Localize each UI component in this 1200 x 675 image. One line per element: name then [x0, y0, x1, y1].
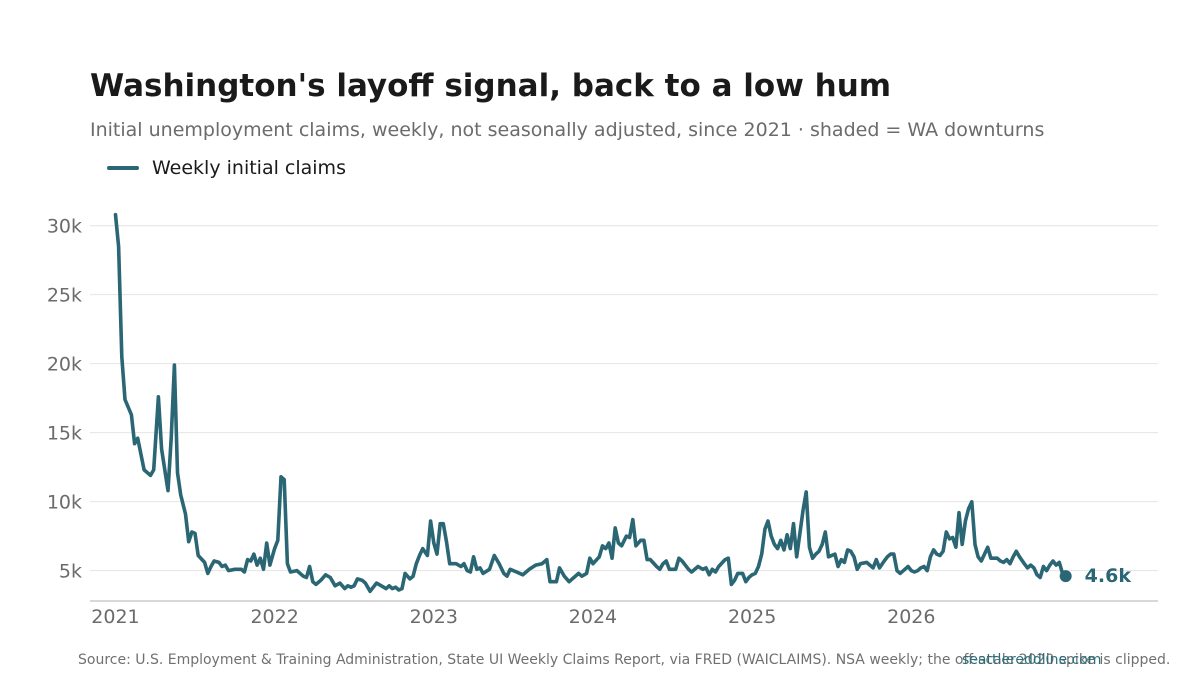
x-tick-label: 2023: [410, 606, 458, 628]
chart-title: Washington's layoff signal, back to a lo…: [90, 68, 892, 104]
y-tick-label: 20k: [47, 354, 82, 376]
legend-swatch: [107, 166, 139, 170]
gridlines: [90, 225, 1158, 572]
x-tick-label: 2024: [569, 606, 617, 628]
series-line-weekly-claims: [113, 212, 1068, 594]
site-credit-link[interactable]: seattlereddline.com: [962, 652, 1102, 668]
labels: 5k 10k 15k 20k 25k 30k 2021 2022 2023 2024 2025 202…: [47, 216, 1132, 628]
series-layer: [113, 212, 1072, 594]
x-tick-label: 2026: [887, 606, 935, 628]
y-tick-label: 15k: [47, 423, 82, 445]
last-point-marker: [1059, 570, 1072, 583]
legend-label: Weekly initial claims: [152, 157, 346, 179]
chart-legend: Weekly initial claims: [107, 157, 346, 179]
x-tick-label: 2025: [728, 606, 776, 628]
x-tick-label: 2021: [91, 606, 139, 628]
chart-subtitle: Initial unemployment claims, weekly, not…: [90, 119, 1045, 141]
y-tick-label: 10k: [47, 492, 82, 514]
source-note: Source: U.S. Employment & Training Admin…: [78, 652, 1171, 668]
y-tick-label: 25k: [47, 285, 82, 307]
x-tick-label: 2022: [250, 606, 298, 628]
last-value-label: 4.6k: [1085, 565, 1132, 587]
y-tick-label: 5k: [59, 561, 82, 583]
y-tick-label: 30k: [47, 216, 82, 238]
